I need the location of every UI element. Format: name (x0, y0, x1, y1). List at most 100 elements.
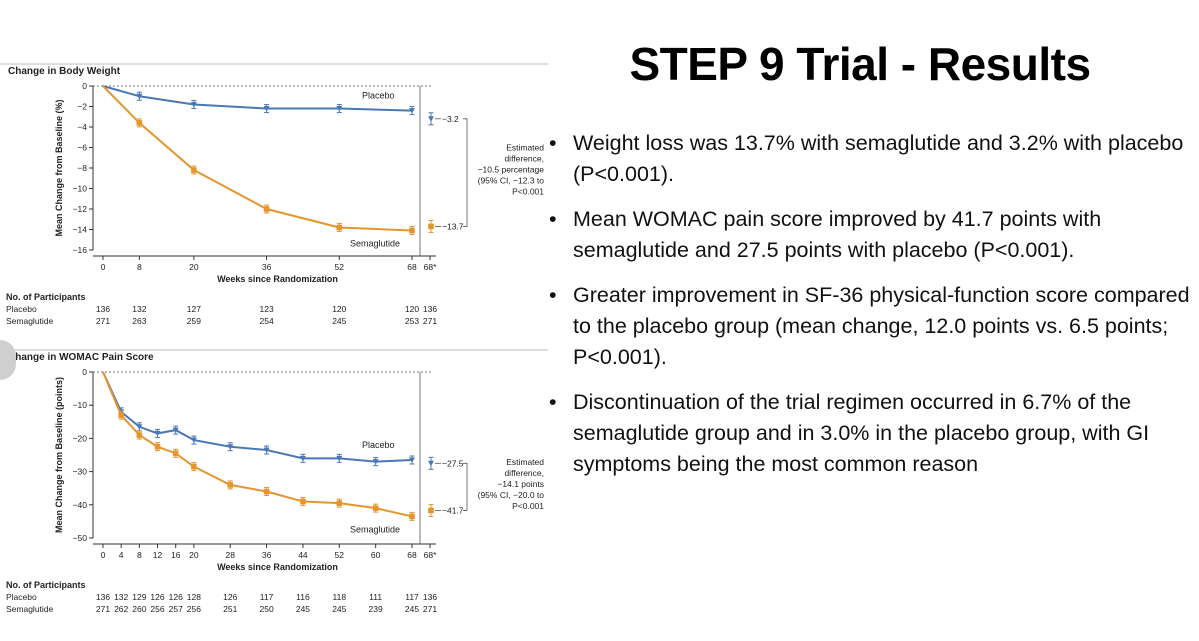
participants-count: 245 (332, 604, 346, 614)
y-tick-label: −2 (77, 102, 87, 112)
participants-count: 120 (405, 304, 419, 314)
y-axis-label: Mean Change from Baseline (%) (54, 99, 64, 236)
data-point-placebo (372, 459, 379, 465)
participants-count: 126 (169, 592, 183, 602)
x-tick-label: 36 (262, 262, 272, 272)
x-tick-label: 0 (101, 262, 106, 272)
bullet-text: Weight loss was 13.7% with semaglutide a… (573, 131, 1184, 186)
difference-annotation: difference, (504, 468, 544, 478)
y-tick-label: −6 (77, 143, 87, 153)
participants-count: 271 (423, 316, 437, 326)
participants-count: 118 (333, 592, 347, 602)
y-tick-label: −12 (73, 204, 88, 214)
series-line-placebo (102, 85, 413, 112)
data-point-placebo (409, 108, 415, 114)
participants-title: No. of Participants (6, 292, 86, 302)
participants-count: 111 (369, 592, 382, 602)
data-point-placebo (172, 427, 179, 434)
data-point-semaglutide (172, 450, 179, 457)
participants-count: 259 (187, 316, 201, 326)
participants-count: 132 (132, 304, 146, 314)
series-label-semaglutide: Semaglutide (350, 239, 400, 249)
data-point-semaglutide (300, 498, 306, 505)
difference-annotation: Estimated (506, 457, 544, 467)
participants-count: 253 (405, 316, 419, 326)
x-tick-label: 4 (119, 550, 124, 560)
participants-count: 271 (423, 604, 437, 614)
data-point-placebo (336, 106, 343, 112)
x-tick-label: 20 (189, 550, 199, 560)
charts-figure: Change in Body Weight 0 −2 −4 −6 −8 −10 −12 −14 −… (0, 63, 548, 614)
data-point-semaglutide (409, 227, 415, 234)
series-label-placebo: Placebo (362, 91, 395, 101)
x-tick-label: 68 (407, 550, 417, 560)
data-point-placebo (263, 106, 270, 112)
y-tick-label: −30 (73, 467, 88, 477)
y-tick-label: −20 (73, 433, 88, 443)
participants-count: 116 (296, 592, 310, 602)
participants-count: 245 (332, 316, 346, 326)
participants-title: No. of Participants (6, 580, 86, 590)
participants-count: 271 (96, 604, 110, 614)
chart-panel: Change in WOMAC Pain Score 0 −10 −20 −30 −40 −… (0, 349, 548, 614)
x-tick-label: 36 (262, 550, 272, 560)
data-point-placebo (263, 447, 270, 454)
bullet-dot: • (549, 283, 557, 307)
data-point-placebo (136, 93, 143, 100)
participants-count: 262 (114, 604, 128, 614)
x-tick-label: 16 (171, 550, 181, 560)
slide-title: STEP 9 Trial - Results (629, 37, 1091, 90)
x-tick-label: 12 (153, 550, 163, 560)
bullet-dot: • (549, 390, 557, 414)
endpoint-label: −3.2 (442, 114, 459, 124)
chart-title: Change in WOMAC Pain Score (8, 352, 154, 363)
data-point-semaglutide (154, 443, 161, 450)
x-tick-label: 52 (335, 262, 345, 272)
x-axis-label: Weeks since Randomization (217, 274, 338, 284)
data-point-semaglutide (409, 513, 415, 520)
y-tick-label: −14 (73, 225, 88, 235)
participants-count: 245 (405, 604, 419, 614)
data-point-semaglutide (263, 488, 270, 495)
participants-count: 251 (223, 604, 237, 614)
difference-annotation: P<0.001 (512, 187, 544, 197)
y-tick-label: 0 (82, 367, 87, 377)
data-point-semaglutide (136, 120, 143, 126)
participants-count: 239 (369, 604, 383, 614)
x-tick-label: 20 (189, 262, 199, 272)
data-point-semaglutide (136, 432, 143, 438)
endpoint-marker-semaglutide (428, 507, 434, 514)
participants-count: 256 (187, 604, 201, 614)
x-tick-label: 68* (424, 550, 437, 560)
slide-nav-handle[interactable] (0, 340, 16, 380)
data-point-placebo (136, 424, 143, 430)
participants-count: 254 (259, 316, 273, 326)
series-label-semaglutide: Semaglutide (350, 524, 400, 534)
y-tick-label: 0 (82, 81, 87, 91)
y-tick-label: −4 (77, 122, 87, 132)
x-tick-label: 68 (407, 262, 417, 272)
participants-count: 126 (150, 592, 164, 602)
data-point-semaglutide (336, 224, 343, 231)
x-tick-label: 0 (101, 550, 106, 560)
bullet-item: • Mean WOMAC pain score improved by 41.7 … (545, 204, 1195, 266)
y-tick-label: −8 (77, 163, 87, 173)
bullet-text: Greater improvement in SF-36 physical-fu… (573, 283, 1190, 369)
participants-count: 129 (132, 592, 146, 602)
difference-bracket (463, 118, 468, 227)
participants-count: 136 (96, 304, 110, 314)
bullet-text: Mean WOMAC pain score improved by 41.7 p… (573, 207, 1102, 262)
bullet-item: • Greater improvement in SF-36 physical-f… (545, 280, 1195, 373)
charts-panel: Change in Body Weight 0 −2 −4 −6 −8 −10 −12 −14 −… (0, 48, 548, 641)
bullet-text: Discontinuation of the trial regimen occ… (573, 390, 1150, 476)
participants-count: 126 (223, 592, 237, 602)
y-tick-label: −10 (73, 400, 88, 410)
data-point-placebo (190, 437, 197, 444)
participants-count: 271 (96, 316, 110, 326)
data-point-semaglutide (227, 482, 234, 488)
participants-count: 127 (187, 304, 201, 314)
participants-count: 256 (150, 604, 164, 614)
x-tick-label: 8 (137, 550, 142, 560)
participants-count: 117 (260, 592, 274, 602)
participants-group-label: Placebo (6, 304, 37, 314)
